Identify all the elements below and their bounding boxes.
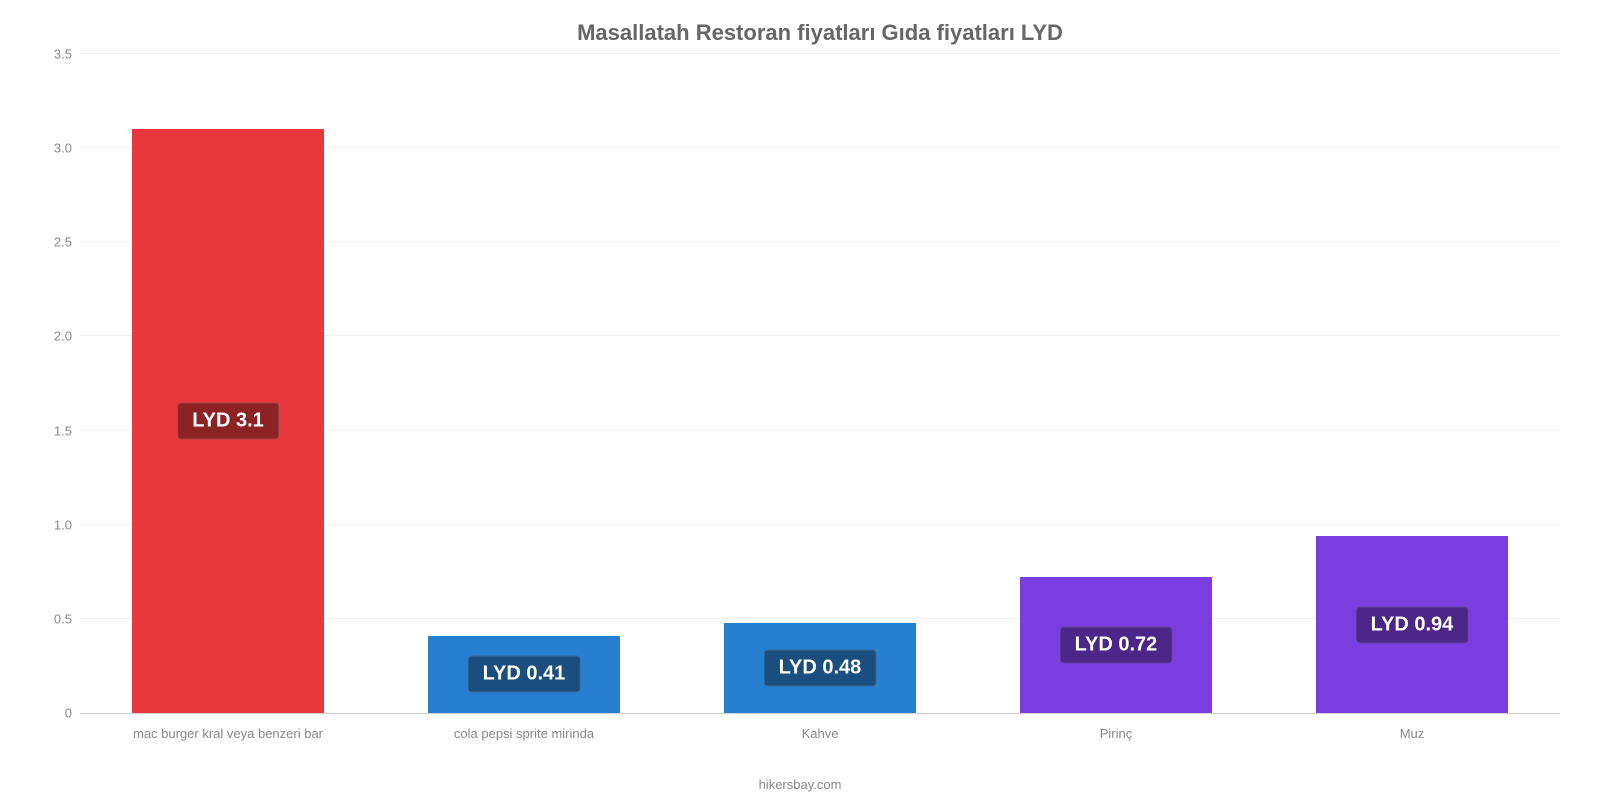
bar-value-label: LYD 0.72 bbox=[1060, 627, 1173, 664]
x-axis-labels: mac burger kral veya benzeri barcola pep… bbox=[80, 726, 1560, 741]
bar: LYD 3.1 bbox=[132, 129, 324, 713]
bars-row: LYD 3.1 LYD 0.41 LYD 0.48 LYD 0.72 LYD 0.94 bbox=[80, 54, 1560, 713]
bar-slot: LYD 0.41 bbox=[376, 54, 672, 713]
chart-container: Masallatah Restoran fiyatları Gıda fiyat… bbox=[0, 0, 1600, 800]
y-tick-label: 3.0 bbox=[32, 141, 72, 156]
bar: LYD 0.94 bbox=[1316, 536, 1508, 713]
x-tick-label: Kahve bbox=[672, 726, 968, 741]
x-tick-label: Muz bbox=[1264, 726, 1560, 741]
bar: LYD 0.41 bbox=[428, 636, 620, 713]
y-tick-label: 1.0 bbox=[32, 517, 72, 532]
y-tick-label: 3.5 bbox=[32, 47, 72, 62]
y-axis: 00.51.01.52.02.53.03.5 bbox=[30, 54, 80, 713]
bar: LYD 0.72 bbox=[1020, 577, 1212, 713]
bar-value-label: LYD 0.41 bbox=[468, 656, 581, 693]
chart-title: Masallatah Restoran fiyatları Gıda fiyat… bbox=[80, 20, 1560, 46]
bar-value-label: LYD 0.48 bbox=[764, 649, 877, 686]
bar-slot: LYD 0.48 bbox=[672, 54, 968, 713]
bar-slot: LYD 0.94 bbox=[1264, 54, 1560, 713]
x-tick-label: cola pepsi sprite mirinda bbox=[376, 726, 672, 741]
x-tick-label: mac burger kral veya benzeri bar bbox=[80, 726, 376, 741]
y-tick-label: 2.0 bbox=[32, 329, 72, 344]
bar-value-label: LYD 3.1 bbox=[177, 403, 279, 440]
y-tick-label: 0.5 bbox=[32, 611, 72, 626]
plot-area: 00.51.01.52.02.53.03.5 LYD 3.1LYD 0.41LY… bbox=[80, 54, 1560, 714]
x-tick-label: Pirinç bbox=[968, 726, 1264, 741]
y-tick-label: 2.5 bbox=[32, 235, 72, 250]
bar: LYD 0.48 bbox=[724, 623, 916, 713]
bar-slot: LYD 0.72 bbox=[968, 54, 1264, 713]
y-tick-label: 0 bbox=[32, 706, 72, 721]
source-label: hikersbay.com bbox=[0, 777, 1600, 792]
bar-slot: LYD 3.1 bbox=[80, 54, 376, 713]
bar-value-label: LYD 0.94 bbox=[1356, 606, 1469, 643]
y-tick-label: 1.5 bbox=[32, 423, 72, 438]
